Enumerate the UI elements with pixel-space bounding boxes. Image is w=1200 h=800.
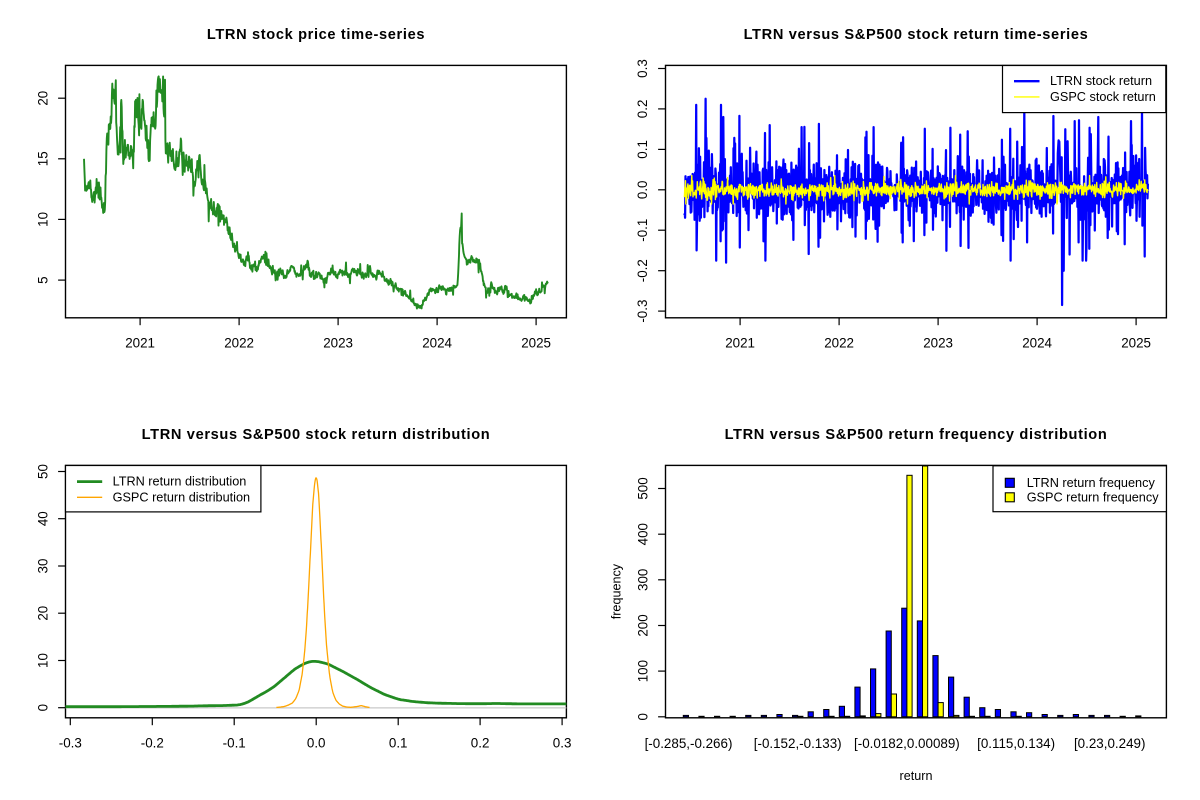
svg-text:LTRN stock return: LTRN stock return	[1050, 74, 1152, 88]
svg-text:500: 500	[636, 477, 651, 499]
svg-text:[-0.285,-0.266): [-0.285,-0.266)	[645, 736, 733, 751]
svg-text:0.3: 0.3	[553, 735, 572, 750]
svg-text:50: 50	[36, 464, 51, 479]
svg-text:2025: 2025	[1121, 335, 1151, 350]
svg-text:-0.3: -0.3	[635, 300, 650, 323]
svg-text:-0.2: -0.2	[141, 735, 164, 750]
svg-text:LTRN return distribution: LTRN return distribution	[113, 475, 247, 489]
svg-text:LTRN return frequency: LTRN return frequency	[1027, 476, 1156, 490]
svg-text:400: 400	[636, 523, 651, 545]
svg-text:LTRN versus S&P500 stock retur: LTRN versus S&P500 stock return time-ser…	[744, 27, 1089, 43]
svg-text:0.1: 0.1	[635, 140, 650, 159]
svg-text:2024: 2024	[422, 335, 452, 350]
svg-text:-0.3: -0.3	[59, 735, 82, 750]
svg-text:2022: 2022	[824, 335, 854, 350]
svg-text:10: 10	[36, 212, 51, 227]
svg-text:100: 100	[636, 660, 651, 682]
svg-text:0: 0	[36, 704, 51, 711]
svg-text:LTRN stock price time-series: LTRN stock price time-series	[207, 27, 425, 43]
svg-text:20: 20	[36, 606, 51, 621]
svg-text:2021: 2021	[725, 335, 755, 350]
svg-text:frequency: frequency	[610, 563, 624, 619]
svg-text:GSPC return frequency: GSPC return frequency	[1027, 490, 1160, 504]
svg-text:[0.23,0.249): [0.23,0.249)	[1074, 736, 1145, 751]
svg-text:40: 40	[36, 511, 51, 526]
svg-text:0: 0	[636, 713, 651, 720]
svg-text:-0.1: -0.1	[635, 219, 650, 242]
svg-text:200: 200	[636, 614, 651, 636]
svg-text:2025: 2025	[521, 335, 551, 350]
svg-text:300: 300	[636, 569, 651, 591]
svg-text:30: 30	[36, 559, 51, 574]
svg-text:2024: 2024	[1022, 335, 1052, 350]
svg-text:LTRN versus S&P500 return freq: LTRN versus S&P500 return frequency dist…	[725, 427, 1108, 443]
svg-text:LTRN versus S&P500 stock retur: LTRN versus S&P500 stock return distribu…	[142, 427, 491, 443]
svg-text:0.1: 0.1	[389, 735, 408, 750]
svg-text:0.3: 0.3	[635, 59, 650, 78]
svg-text:return: return	[900, 769, 933, 783]
svg-text:20: 20	[36, 91, 51, 106]
svg-text:0.2: 0.2	[471, 735, 490, 750]
svg-text:[0.115,0.134): [0.115,0.134)	[977, 736, 1055, 751]
svg-text:0.0: 0.0	[635, 180, 650, 199]
svg-text:0.2: 0.2	[635, 100, 650, 119]
svg-text:5: 5	[36, 276, 51, 283]
svg-text:-0.2: -0.2	[635, 259, 650, 282]
svg-text:10: 10	[36, 653, 51, 668]
svg-text:[-0.152,-0.133): [-0.152,-0.133)	[754, 736, 842, 751]
svg-text:15: 15	[36, 151, 51, 166]
svg-text:2023: 2023	[923, 335, 953, 350]
svg-text:-0.1: -0.1	[223, 735, 246, 750]
svg-text:GSPC stock return: GSPC stock return	[1050, 90, 1156, 104]
svg-text:0.0: 0.0	[307, 735, 326, 750]
svg-text:2023: 2023	[323, 335, 353, 350]
svg-text:GSPC return distribution: GSPC return distribution	[113, 490, 251, 504]
svg-text:2022: 2022	[224, 335, 254, 350]
svg-text:2021: 2021	[125, 335, 155, 350]
svg-text:[-0.0182,0.00089): [-0.0182,0.00089)	[854, 736, 960, 751]
